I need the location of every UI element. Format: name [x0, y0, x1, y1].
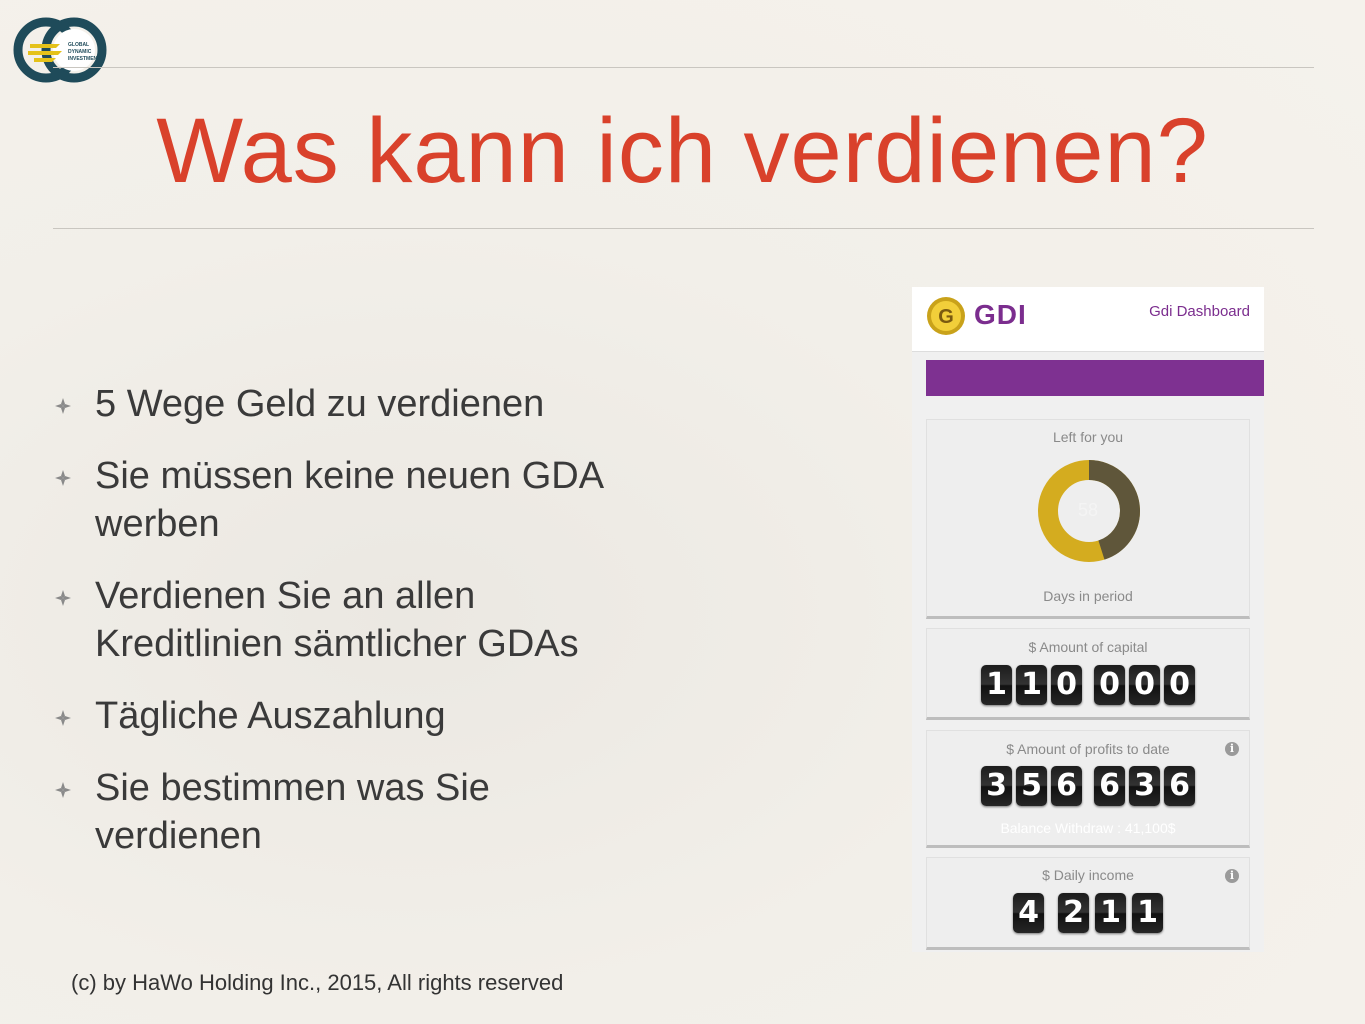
counter-digit: 6: [1094, 766, 1125, 806]
dashboard-header: G GDI Gdi Dashboard: [912, 287, 1264, 352]
counter-digit: 0: [1164, 665, 1195, 705]
profits-title: $ Amount of profits to date: [1006, 741, 1170, 757]
counter-digit: 1: [1016, 665, 1047, 705]
donut-arc: [1038, 460, 1140, 562]
bullet-list: 5 Wege Geld zu verdienen Sie müssen kein…: [53, 380, 653, 884]
counter-digit: 4: [1013, 893, 1044, 933]
gdi-coin-logo-icon: G: [927, 297, 965, 335]
dashboard-screenshot: G GDI Gdi Dashboard Left for you 58 Days…: [912, 287, 1264, 952]
profits-counter: 3 5 6 6 3 6: [927, 766, 1249, 806]
days-left-value: 58: [1077, 500, 1099, 520]
counter-digit: 0: [1051, 665, 1082, 705]
counter-digit: 6: [1164, 766, 1195, 806]
bullet-diamond-icon: [55, 782, 71, 798]
daily-income-counter: 4 2 1 1: [927, 893, 1249, 933]
bullet-diamond-icon: [55, 590, 71, 606]
days-donut-chart: [1038, 460, 1140, 562]
bullet-item: Tägliche Auszahlung: [53, 692, 653, 740]
counter-digit: 1: [981, 665, 1012, 705]
daily-income-card: $ Daily income i 4 2 1 1: [926, 857, 1250, 950]
title-divider: [53, 228, 1314, 229]
left-for-you-card: Left for you 58 Days in period: [926, 419, 1250, 619]
counter-digit: 6: [1051, 766, 1082, 806]
counter-digit: 1: [1132, 893, 1163, 933]
slide-title: Was kann ich verdienen?: [156, 100, 1209, 202]
bullet-item: Sie müssen keine neuen GDA werben: [53, 452, 653, 548]
counter-digit: 0: [1094, 665, 1125, 705]
bullet-item: Verdienen Sie an allen Kreditlinien sämt…: [53, 572, 653, 668]
gdi-brand-text: GDI: [974, 299, 1027, 330]
header-divider: [53, 67, 1314, 68]
svg-text:DYNAMIC: DYNAMIC: [68, 49, 92, 55]
bullet-diamond-icon: [55, 398, 71, 414]
daily-income-title: $ Daily income: [1042, 867, 1134, 883]
global-dynamic-investment-logo: GLOBAL DYNAMIC INVESTMENT: [13, 17, 107, 83]
info-icon[interactable]: i: [1225, 742, 1239, 756]
counter-digit: 3: [1129, 766, 1160, 806]
counter-digit: 5: [1016, 766, 1047, 806]
info-icon[interactable]: i: [1225, 869, 1239, 883]
balance-withdraw-note: Balance Withdraw : 41,100$: [1000, 820, 1176, 836]
capital-title: $ Amount of capital: [1028, 639, 1148, 655]
counter-digit: 3: [981, 766, 1012, 806]
bullet-item: 5 Wege Geld zu verdienen: [53, 380, 653, 428]
svg-text:INVESTMENT: INVESTMENT: [68, 56, 100, 62]
svg-text:G: G: [938, 306, 954, 328]
left-for-you-title: Left for you: [1052, 429, 1124, 445]
gdi-dashboard-link[interactable]: Gdi Dashboard: [1149, 303, 1250, 320]
nav-bar: [926, 360, 1264, 396]
counter-digit: 2: [1058, 893, 1089, 933]
profits-card: $ Amount of profits to date i 3 5 6 6 3 …: [926, 730, 1250, 848]
counter-digit: 1: [1095, 893, 1126, 933]
capital-counter: 1 1 0 0 0 0: [927, 665, 1249, 705]
copyright-footer: (c) by HaWo Holding Inc., 2015, All righ…: [71, 970, 564, 995]
bullet-diamond-icon: [55, 710, 71, 726]
capital-card: $ Amount of capital 1 1 0 0 0 0: [926, 628, 1250, 720]
days-in-period-caption: Days in period: [1043, 588, 1133, 604]
counter-digit: 0: [1129, 665, 1160, 705]
bullet-item: Sie bestimmen was Sie verdienen: [53, 764, 653, 860]
svg-text:GLOBAL: GLOBAL: [68, 42, 89, 48]
bullet-diamond-icon: [55, 470, 71, 486]
